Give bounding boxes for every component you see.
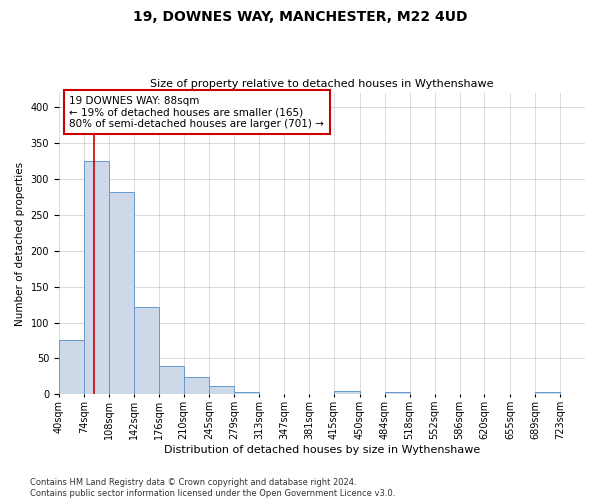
Bar	[385, 392, 410, 394]
Text: 19, DOWNES WAY, MANCHESTER, M22 4UD: 19, DOWNES WAY, MANCHESTER, M22 4UD	[133, 10, 467, 24]
Bar	[134, 306, 158, 394]
Y-axis label: Number of detached properties: Number of detached properties	[15, 162, 25, 326]
Bar	[84, 161, 109, 394]
Bar	[184, 377, 209, 394]
Title: Size of property relative to detached houses in Wythenshawe: Size of property relative to detached ho…	[150, 79, 494, 89]
Bar	[59, 340, 84, 394]
Bar	[234, 392, 259, 394]
X-axis label: Distribution of detached houses by size in Wythenshawe: Distribution of detached houses by size …	[164, 445, 480, 455]
Text: Contains HM Land Registry data © Crown copyright and database right 2024.
Contai: Contains HM Land Registry data © Crown c…	[30, 478, 395, 498]
Bar	[209, 386, 234, 394]
Text: 19 DOWNES WAY: 88sqm
← 19% of detached houses are smaller (165)
80% of semi-deta: 19 DOWNES WAY: 88sqm ← 19% of detached h…	[70, 96, 324, 129]
Bar	[535, 392, 560, 394]
Bar	[109, 192, 134, 394]
Bar	[158, 366, 184, 394]
Bar	[334, 391, 360, 394]
